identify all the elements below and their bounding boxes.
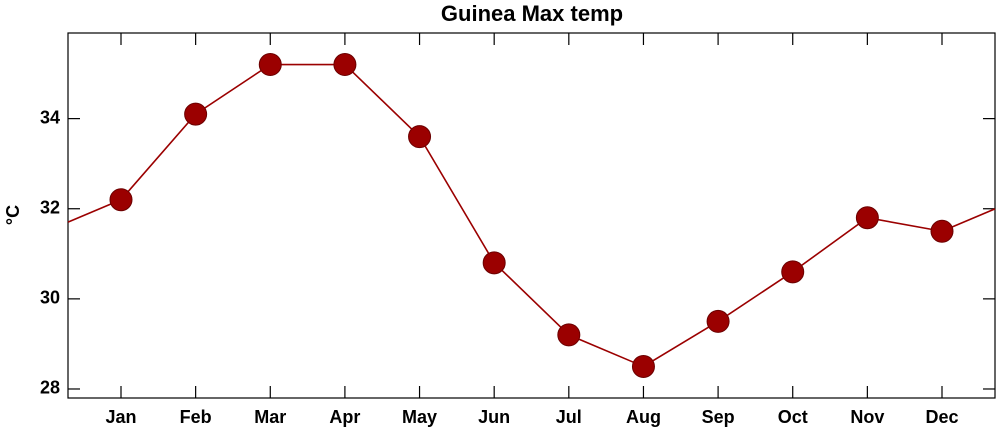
data-point <box>781 260 805 284</box>
data-line <box>120 63 943 368</box>
x-tick-label: Nov <box>850 407 884 427</box>
x-tick-label: Jan <box>105 407 136 427</box>
data-point <box>109 188 133 212</box>
x-tick-label: Sep <box>702 407 735 427</box>
data-point <box>258 53 282 77</box>
x-tick-label: Oct <box>778 407 808 427</box>
x-tick-label: Mar <box>254 407 286 427</box>
data-point <box>184 102 208 126</box>
x-tick-label: Apr <box>329 407 360 427</box>
x-tick-label: Jul <box>556 407 582 427</box>
data-point <box>930 219 954 243</box>
y-tick-label: 28 <box>40 378 60 398</box>
data-point <box>706 309 730 333</box>
y-axis-label: °C <box>3 205 23 225</box>
plot-frame <box>67 32 996 399</box>
x-tick-label: Feb <box>180 407 212 427</box>
x-tick-label: Dec <box>925 407 958 427</box>
chart-title: Guinea Max temp <box>441 1 623 26</box>
x-tick-label: Aug <box>626 407 661 427</box>
data-point <box>333 53 357 77</box>
data-point <box>557 323 581 347</box>
data-point <box>631 354 655 378</box>
data-point <box>408 125 432 149</box>
y-tick-label: 30 <box>40 288 60 308</box>
x-tick-label: May <box>402 407 437 427</box>
y-tick-label: 34 <box>40 107 60 127</box>
data-point <box>855 206 879 230</box>
data-point <box>482 251 506 275</box>
y-tick-label: 32 <box>40 197 60 217</box>
x-tick-label: Jun <box>478 407 510 427</box>
